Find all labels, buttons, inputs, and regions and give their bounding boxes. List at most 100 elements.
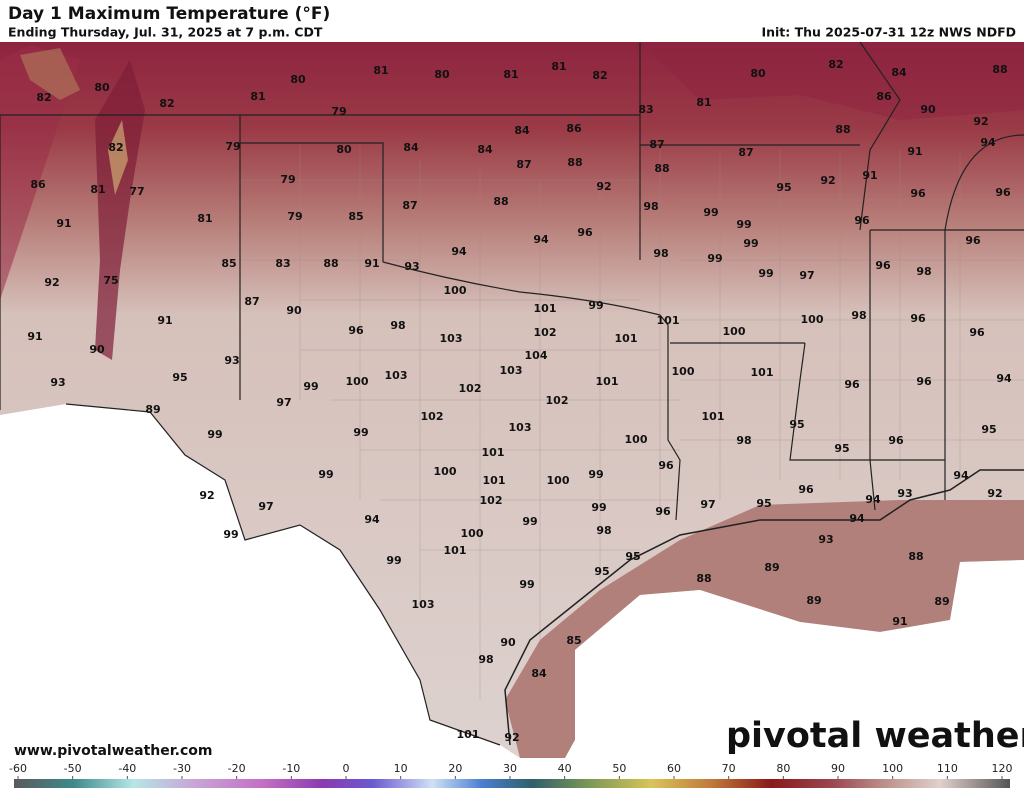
- temperature-label: 94: [980, 136, 996, 149]
- temperature-label: 96: [916, 375, 932, 388]
- temperature-label: 96: [655, 505, 671, 518]
- temperature-label: 88: [908, 550, 923, 563]
- mountain-peaks: [20, 48, 80, 100]
- temperature-label: 94: [849, 512, 865, 525]
- temperature-label: 90: [286, 304, 302, 317]
- mountain-range: [95, 60, 145, 360]
- logo: pivotal weather: [726, 716, 1024, 756]
- temperature-label: 96: [888, 434, 904, 447]
- temperature-label: 91: [862, 169, 877, 182]
- temperature-label: 99: [386, 554, 401, 567]
- colorbar-tick-label: 40: [558, 762, 572, 775]
- temperature-label: 86: [566, 122, 582, 135]
- temperature-label: 79: [287, 210, 302, 223]
- temperature-label: 85: [348, 210, 363, 223]
- temperature-label: 87: [516, 158, 531, 171]
- temperature-label: 92: [199, 489, 214, 502]
- temperature-label: 95: [594, 565, 609, 578]
- temperature-label: 95: [625, 550, 640, 563]
- temperature-label: 102: [546, 394, 569, 407]
- temperature-label: 102: [459, 382, 482, 395]
- temperature-label: 88: [992, 63, 1007, 76]
- temperature-label: 84: [477, 143, 493, 156]
- temperature-label: 88: [567, 156, 582, 169]
- colorbar-tick-label: 80: [776, 762, 790, 775]
- temperature-label: 99: [318, 468, 333, 481]
- temperature-label: 96: [348, 324, 364, 337]
- temperature-label: 95: [981, 423, 996, 436]
- temperature-label: 99: [736, 218, 751, 231]
- temperature-label: 100: [801, 313, 824, 326]
- temperature-label: 86: [30, 178, 46, 191]
- temperature-label: 103: [385, 369, 408, 382]
- temperature-label: 75: [103, 274, 118, 287]
- temperature-label: 93: [404, 260, 419, 273]
- temperature-label: 100: [346, 375, 369, 388]
- temperature-label: 88: [493, 195, 508, 208]
- temperature-label: 85: [566, 634, 581, 647]
- colorbar-tick-label: 10: [394, 762, 408, 775]
- temperature-label: 88: [835, 123, 850, 136]
- temperature-label: 99: [353, 426, 368, 439]
- temperature-label: 96: [910, 312, 926, 325]
- temperature-labels: 82 80 80 81 80 81 81 82 80 82 84 88 82 81 79 83 81 86 90 92…: [27, 58, 1012, 744]
- temperature-label: 89: [806, 594, 821, 607]
- temperature-label: 91: [27, 330, 42, 343]
- map: [0, 41, 1024, 758]
- temperature-label: 91: [907, 145, 922, 158]
- temperature-label: 77: [129, 185, 144, 198]
- temperature-label: 98: [596, 524, 611, 537]
- colorbar-tick-label: 90: [831, 762, 845, 775]
- temperature-label: 96: [854, 214, 870, 227]
- colorbar-tick-label: -10: [282, 762, 300, 775]
- temperature-label: 88: [696, 572, 711, 585]
- colorbar-tick-label: -60: [9, 762, 27, 775]
- temperature-label: 95: [756, 497, 771, 510]
- temperature-label: 91: [892, 615, 907, 628]
- temperature-label: 90: [89, 343, 105, 356]
- temperature-label: 94: [451, 245, 467, 258]
- temperature-label: 100: [625, 433, 648, 446]
- temperature-label: 87: [649, 138, 664, 151]
- temperature-label: 81: [696, 96, 711, 109]
- temperature-label: 80: [336, 143, 352, 156]
- temperature-label: 96: [577, 226, 593, 239]
- temperature-label: 95: [834, 442, 849, 455]
- temperature-label: 95: [789, 418, 804, 431]
- temperature-label: 82: [592, 69, 607, 82]
- temperature-label: 101: [444, 544, 467, 557]
- temperature-label: 100: [547, 474, 570, 487]
- temperature-label: 99: [588, 468, 603, 481]
- temperature-label: 79: [280, 173, 295, 186]
- colorbar-tick-label: 50: [612, 762, 626, 775]
- temperature-label: 98: [851, 309, 866, 322]
- temperature-label: 96: [844, 378, 860, 391]
- temperature-label: 100: [672, 365, 695, 378]
- temperature-label: 102: [480, 494, 503, 507]
- temperature-label: 81: [373, 64, 388, 77]
- temperature-label: 79: [225, 140, 240, 153]
- outside-domain: [0, 404, 520, 758]
- temperature-label: 103: [440, 332, 463, 345]
- title: Day 1 Maximum Temperature (°F): [8, 4, 330, 24]
- temperature-label: 102: [534, 326, 557, 339]
- temperature-label: 91: [364, 257, 379, 270]
- mountain-peaks: [108, 120, 128, 195]
- temperature-label: 100: [461, 527, 484, 540]
- temperature-label: 99: [707, 252, 722, 265]
- colorbar-ticks: -60 -50 -40 -30 -20 -10 0 10 20 30 40 50 60 70 80 90 100…: [9, 762, 1013, 779]
- temperature-label: 87: [244, 295, 259, 308]
- temperature-label: 89: [764, 561, 779, 574]
- temperature-label: 101: [483, 474, 506, 487]
- colorbar-tick-label: 100: [882, 762, 903, 775]
- temperature-label: 86: [876, 90, 892, 103]
- temperature-label: 94: [953, 469, 969, 482]
- temperature-label: 91: [56, 217, 71, 230]
- temperature-label: 102: [421, 410, 444, 423]
- temperature-label: 88: [654, 162, 669, 175]
- state-borders: [0, 41, 1024, 521]
- temperature-label: 98: [643, 200, 658, 213]
- temperature-label: 84: [514, 124, 530, 137]
- temperature-label: 98: [390, 319, 405, 332]
- temperature-label: 85: [221, 257, 236, 270]
